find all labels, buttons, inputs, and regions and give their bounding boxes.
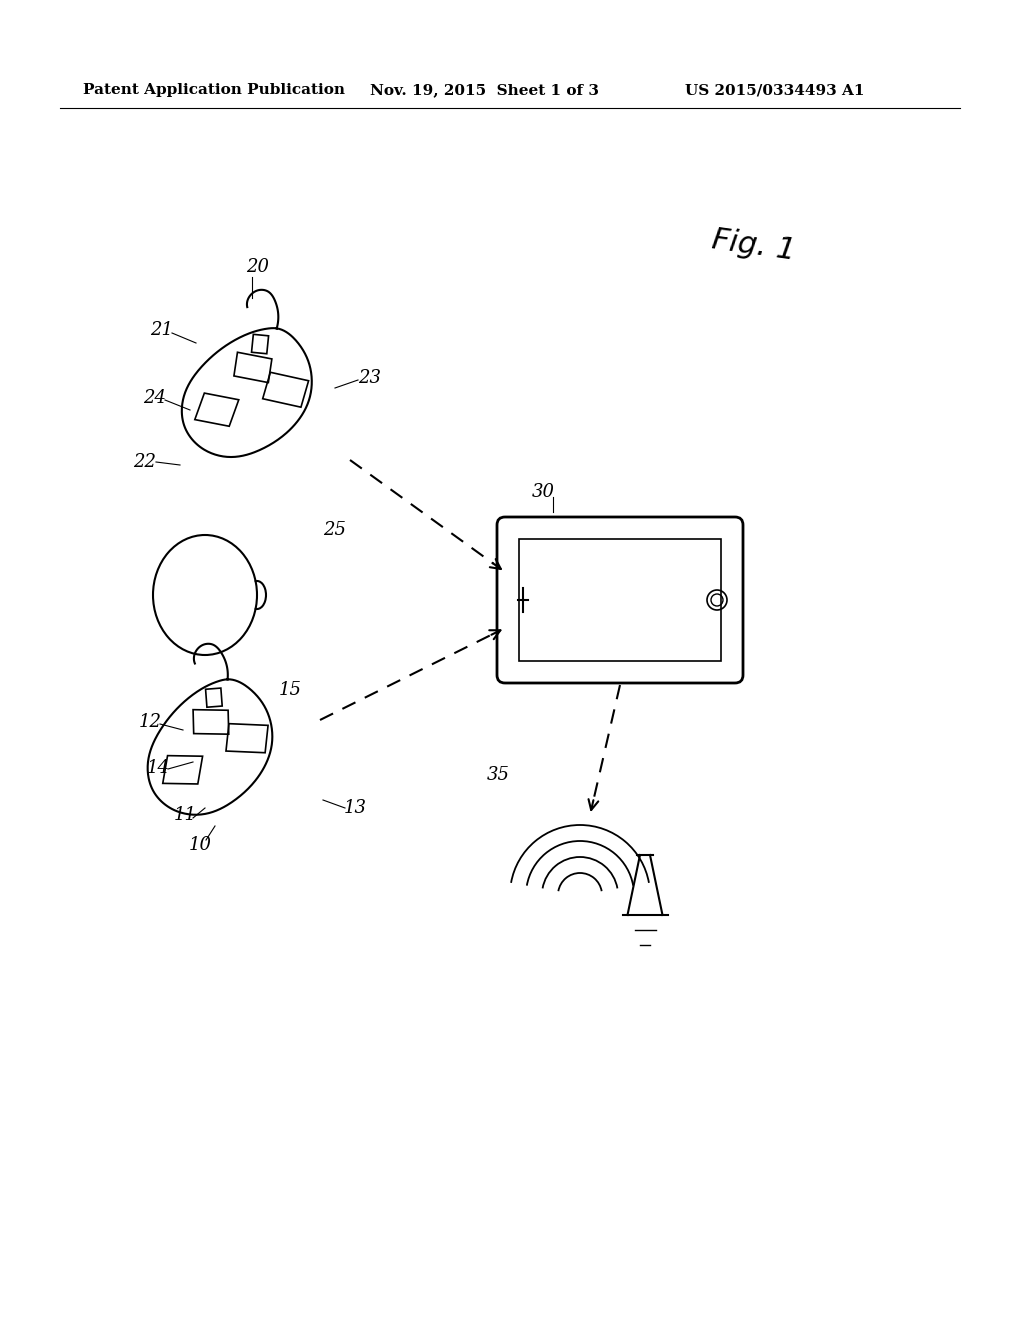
FancyBboxPatch shape: [519, 539, 721, 661]
FancyBboxPatch shape: [497, 517, 743, 682]
Text: 25: 25: [324, 521, 346, 539]
Text: 10: 10: [188, 836, 212, 854]
Text: 24: 24: [143, 389, 167, 407]
Text: 15: 15: [279, 681, 301, 700]
Text: 12: 12: [138, 713, 162, 731]
Text: Nov. 19, 2015  Sheet 1 of 3: Nov. 19, 2015 Sheet 1 of 3: [370, 83, 599, 96]
Text: US 2015/0334493 A1: US 2015/0334493 A1: [685, 83, 864, 96]
Text: 14: 14: [146, 759, 170, 777]
Text: 21: 21: [151, 321, 173, 339]
Text: 20: 20: [247, 257, 269, 276]
Text: Fig. 1: Fig. 1: [710, 226, 798, 267]
Text: 11: 11: [173, 807, 197, 824]
Text: 30: 30: [531, 483, 555, 502]
Text: 23: 23: [358, 370, 382, 387]
Text: 35: 35: [486, 766, 510, 784]
Text: 13: 13: [343, 799, 367, 817]
Text: 22: 22: [133, 453, 157, 471]
Text: Patent Application Publication: Patent Application Publication: [83, 83, 345, 96]
